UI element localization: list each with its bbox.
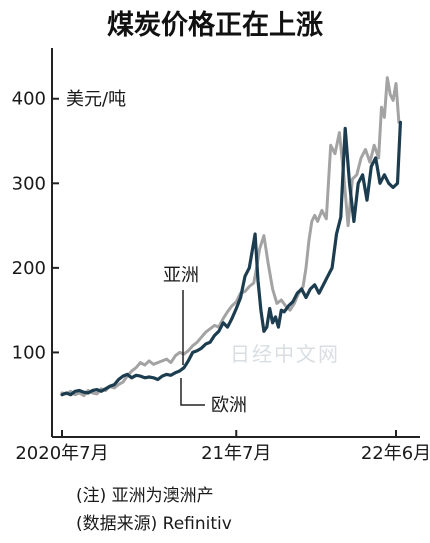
y-tick-label-200: 200	[12, 258, 46, 279]
y-tick-label-400: 400	[12, 89, 46, 110]
series-labels: 亚洲 欧洲	[163, 265, 247, 416]
x-tick-label-2: 22年6月	[361, 443, 430, 464]
europe-label-leader	[180, 378, 205, 406]
x-tick-label-1: 21年7月	[201, 443, 271, 464]
x-ticks: 2020年7月 21年7月 22年6月	[15, 430, 430, 464]
chart-title: 煤炭价格正在上涨	[107, 10, 323, 41]
y-tick-label-300: 300	[12, 173, 46, 194]
source-note-data: (数据来源) Refinitiv	[76, 514, 232, 534]
watermark-text: 日经中文网	[230, 342, 340, 366]
y-ticks: 100 200 300 400	[12, 89, 59, 363]
asia-series-label: 亚洲	[163, 265, 199, 286]
europe-series-label: 欧洲	[211, 395, 247, 416]
y-unit-label: 美元/吨	[66, 89, 126, 110]
y-tick-label-100: 100	[12, 342, 46, 363]
x-tick-label-0: 2020年7月	[15, 443, 108, 464]
series-line-europe	[60, 120, 402, 397]
series-lines	[60, 76, 402, 398]
source-note-asia: (注) 亚洲为澳洲产	[76, 486, 214, 506]
